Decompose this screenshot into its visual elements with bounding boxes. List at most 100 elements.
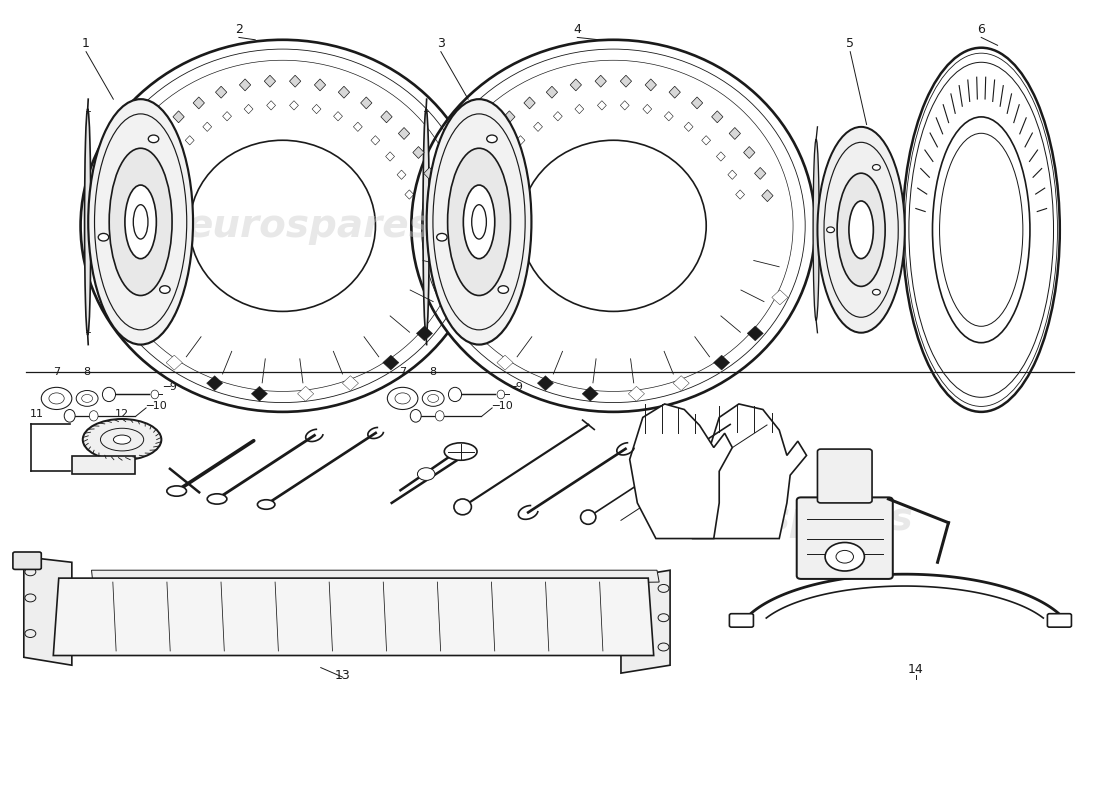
Polygon shape [747, 326, 763, 341]
Polygon shape [712, 111, 723, 122]
Polygon shape [132, 326, 148, 341]
FancyBboxPatch shape [817, 449, 872, 503]
Ellipse shape [125, 185, 156, 258]
Ellipse shape [817, 127, 905, 333]
FancyBboxPatch shape [13, 552, 42, 570]
Polygon shape [472, 146, 483, 158]
Ellipse shape [933, 117, 1030, 342]
Polygon shape [761, 190, 773, 202]
Polygon shape [755, 167, 766, 179]
Polygon shape [538, 376, 553, 390]
Circle shape [486, 135, 497, 142]
Polygon shape [383, 355, 399, 370]
Polygon shape [669, 86, 681, 98]
Polygon shape [645, 79, 657, 91]
Circle shape [418, 468, 434, 481]
Polygon shape [166, 355, 183, 370]
Ellipse shape [520, 140, 706, 311]
Polygon shape [417, 326, 432, 341]
Polygon shape [91, 570, 659, 590]
Circle shape [872, 290, 880, 295]
Ellipse shape [849, 201, 873, 258]
Ellipse shape [436, 410, 444, 421]
Text: 8: 8 [84, 366, 90, 377]
Polygon shape [673, 376, 690, 390]
Polygon shape [173, 111, 184, 122]
Polygon shape [453, 190, 465, 202]
Text: 14: 14 [908, 663, 924, 676]
Polygon shape [486, 127, 497, 139]
Ellipse shape [448, 148, 510, 295]
Polygon shape [692, 97, 703, 109]
Ellipse shape [82, 419, 162, 460]
Polygon shape [463, 326, 480, 341]
Polygon shape [629, 404, 733, 538]
Polygon shape [729, 127, 740, 139]
Text: eurospares: eurospares [187, 207, 432, 245]
Circle shape [437, 234, 447, 241]
Polygon shape [194, 97, 205, 109]
FancyBboxPatch shape [729, 614, 754, 627]
Circle shape [160, 286, 170, 294]
Text: ─9: ─9 [509, 382, 524, 392]
Text: 8: 8 [430, 366, 437, 377]
Polygon shape [298, 386, 314, 402]
Polygon shape [772, 290, 788, 305]
Text: 7: 7 [399, 366, 406, 377]
Ellipse shape [102, 387, 116, 402]
Polygon shape [595, 75, 606, 87]
FancyBboxPatch shape [1047, 614, 1071, 627]
Polygon shape [504, 111, 515, 122]
Circle shape [498, 286, 508, 294]
Text: 6: 6 [977, 23, 986, 36]
Polygon shape [53, 578, 653, 655]
Ellipse shape [427, 99, 531, 345]
Text: 13: 13 [334, 670, 351, 682]
Polygon shape [381, 111, 393, 122]
Ellipse shape [167, 486, 187, 496]
Polygon shape [141, 146, 152, 158]
Ellipse shape [837, 173, 886, 286]
Text: 12: 12 [116, 410, 129, 419]
Polygon shape [108, 290, 124, 305]
Polygon shape [744, 146, 755, 158]
Polygon shape [289, 75, 300, 87]
Ellipse shape [449, 387, 462, 402]
Polygon shape [252, 386, 267, 402]
Ellipse shape [454, 499, 472, 514]
Ellipse shape [444, 443, 477, 460]
Circle shape [872, 165, 880, 170]
Ellipse shape [411, 40, 815, 412]
Polygon shape [461, 167, 472, 179]
Polygon shape [424, 167, 436, 179]
Polygon shape [342, 376, 359, 390]
Polygon shape [570, 79, 582, 91]
FancyBboxPatch shape [72, 456, 135, 474]
Polygon shape [207, 376, 223, 390]
Ellipse shape [581, 510, 596, 524]
Polygon shape [547, 86, 558, 98]
Text: ─10: ─10 [492, 402, 513, 411]
Text: eurospares: eurospares [668, 500, 913, 538]
Circle shape [98, 234, 109, 241]
Circle shape [825, 542, 865, 571]
Polygon shape [620, 75, 631, 87]
Polygon shape [441, 290, 458, 305]
Polygon shape [155, 127, 167, 139]
Polygon shape [339, 86, 350, 98]
Ellipse shape [189, 140, 375, 311]
Polygon shape [439, 290, 454, 305]
Polygon shape [315, 79, 326, 91]
Ellipse shape [113, 435, 131, 444]
Polygon shape [123, 190, 134, 202]
Text: 2: 2 [235, 23, 243, 36]
FancyBboxPatch shape [796, 498, 893, 579]
Ellipse shape [463, 185, 495, 258]
Ellipse shape [424, 109, 429, 334]
Ellipse shape [64, 410, 75, 422]
Ellipse shape [88, 99, 192, 345]
Polygon shape [628, 386, 645, 402]
Ellipse shape [903, 48, 1059, 412]
Polygon shape [240, 79, 251, 91]
Polygon shape [412, 146, 425, 158]
